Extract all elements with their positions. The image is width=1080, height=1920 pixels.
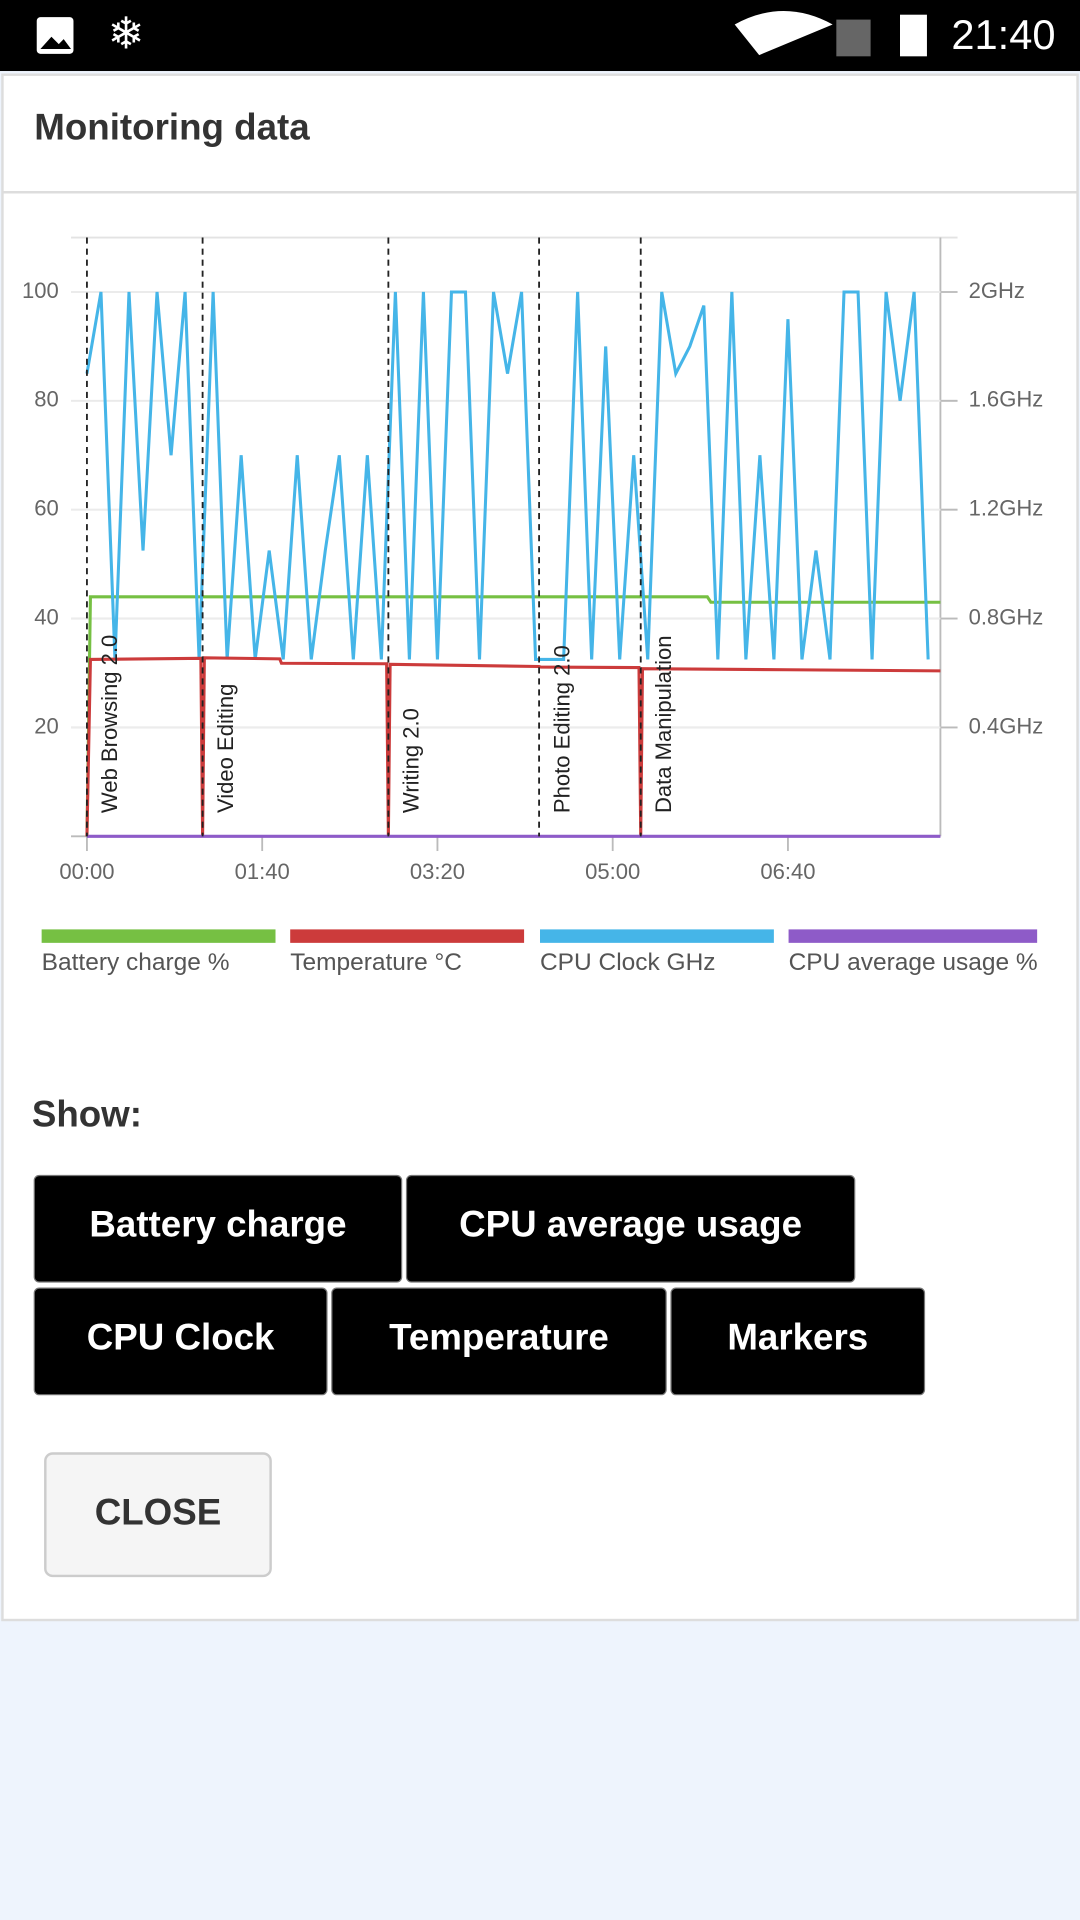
- x-tick-label: 03:20: [410, 859, 465, 884]
- legend-label: CPU Clock GHz: [540, 948, 716, 976]
- legend-entry: Battery charge %: [41, 948, 230, 976]
- legend-swatch: [788, 929, 1038, 943]
- gallery-icon-inner: [40, 36, 72, 49]
- toggle-button-bg[interactable]: [33, 1174, 403, 1283]
- y-tick-label: 100: [22, 278, 59, 303]
- y-tick-label: 60: [34, 496, 59, 521]
- close-label[interactable]: CLOSE: [95, 1491, 222, 1532]
- legend-swatch: [41, 929, 276, 943]
- marker-label: Web Browsing 2.0: [97, 635, 122, 813]
- y-tick-label: 20: [34, 713, 59, 738]
- toggle-button-label[interactable]: Markers: [727, 1316, 868, 1357]
- close-button-bg[interactable]: [44, 1452, 272, 1578]
- toggle-button-bg[interactable]: [331, 1287, 667, 1396]
- y2-tick-label: 2GHz: [969, 278, 1025, 303]
- toggle-button-bg[interactable]: [405, 1174, 856, 1283]
- x-tick-label: 01:40: [235, 859, 290, 884]
- legend-swatch: [540, 929, 774, 943]
- y2-tick-label: 0.4GHz: [969, 713, 1044, 738]
- legend-swatch: [290, 929, 525, 943]
- toggle-button-label[interactable]: CPU average usage: [459, 1204, 802, 1245]
- y-tick-label: 40: [34, 604, 59, 629]
- x-tick-label: 06:40: [760, 859, 815, 884]
- clock: 21:40: [951, 11, 1055, 58]
- legend-entry: CPU Clock GHz: [540, 948, 716, 976]
- marker-label: Video Editing: [213, 684, 238, 813]
- toggle-button-label[interactable]: CPU Clock: [87, 1316, 275, 1357]
- close-button[interactable]: CLOSE: [44, 1452, 272, 1578]
- toggle-button-bg[interactable]: [670, 1287, 926, 1396]
- legend-label: Temperature °C: [290, 948, 462, 976]
- toggle-button[interactable]: Battery charge: [33, 1174, 403, 1283]
- wifi-icon: [734, 11, 833, 56]
- buttons: Battery charge CPU average usage CPU Clock…: [33, 1174, 926, 1396]
- toggle-button-label[interactable]: Battery charge: [89, 1204, 346, 1245]
- toggle-button[interactable]: Temperature: [331, 1287, 667, 1396]
- chart: 20 40 60 80 100 0.4GHz 0.8GHz 1.2GHz 1.6GHz 2GHz 0…: [22, 236, 1044, 976]
- toggle-button-bg[interactable]: [33, 1287, 328, 1396]
- x-tick-label: 00:00: [59, 859, 114, 884]
- toggle-button-label[interactable]: Temperature: [389, 1316, 609, 1357]
- show-label: Show:: [32, 1093, 142, 1134]
- legend-entry: Temperature °C: [290, 948, 462, 976]
- y2-tick-label: 1.2GHz: [969, 496, 1044, 521]
- toggle-button[interactable]: CPU average usage: [405, 1174, 856, 1283]
- legend-label: Battery charge %: [41, 948, 230, 976]
- marker-label: Data Manipulation: [651, 635, 676, 813]
- snowflake-icon: ❄: [108, 9, 145, 58]
- x-tick-label: 05:00: [585, 859, 640, 884]
- sim-icon: [836, 19, 871, 57]
- marker-label: Writing 2.0: [399, 708, 424, 813]
- y2-tick-label: 0.8GHz: [969, 604, 1044, 629]
- y-tick-label: 80: [34, 387, 59, 412]
- battery-icon: [900, 14, 927, 57]
- dialog-title: Monitoring data: [34, 106, 310, 147]
- toggle-button[interactable]: CPU Clock: [33, 1287, 328, 1396]
- y2-tick-label: 1.6GHz: [969, 387, 1044, 412]
- legend-entry: CPU average usage %: [788, 948, 1038, 976]
- toggle-button[interactable]: Markers: [670, 1287, 926, 1396]
- marker-label: Photo Editing 2.0: [549, 645, 574, 813]
- legend-label: CPU average usage %: [788, 948, 1038, 976]
